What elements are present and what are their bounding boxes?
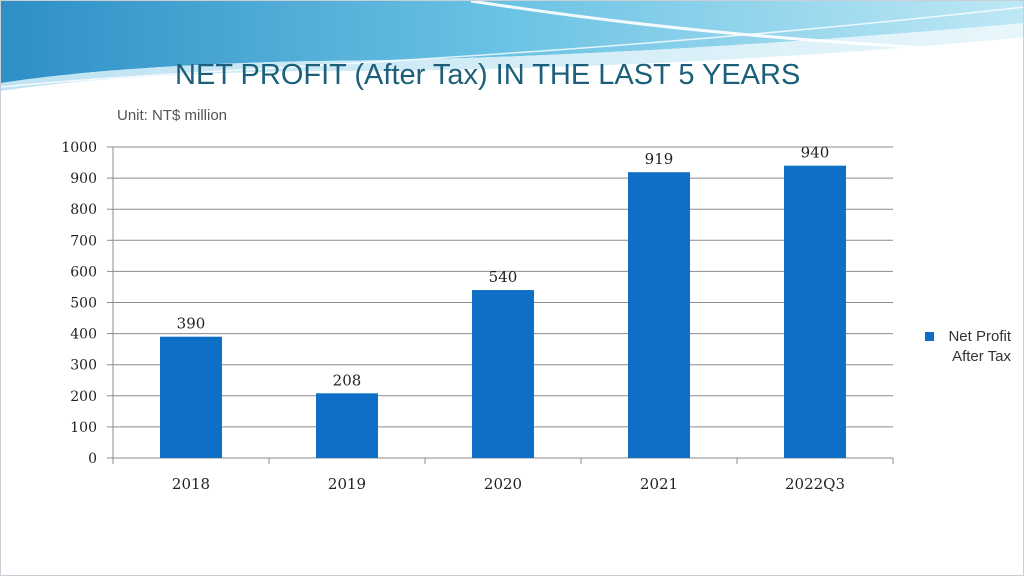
bar-chart: 0 100 200 300 400 500 600 700 800 900 1000 390 2018 2… (61, 140, 894, 493)
chart-legend: Net Profit After Tax (925, 327, 1011, 367)
category-label-2021: 2021 (640, 475, 678, 493)
y-tick-label: 900 (70, 171, 97, 187)
category-label-2020: 2020 (484, 475, 522, 493)
data-label-2020: 540 (489, 268, 518, 286)
category-label-2022Q3: 2022Q3 (785, 475, 845, 493)
bar-2018 (160, 336, 222, 458)
unit-subtitle: Unit: NT$ million (117, 107, 228, 124)
bar-2019 (316, 393, 378, 458)
y-tick-label: 200 (70, 389, 97, 405)
bar-2021 (628, 172, 690, 459)
bar-2020 (472, 290, 534, 458)
y-tick-label: 500 (70, 296, 97, 312)
legend-swatch (925, 332, 934, 341)
legend-label-line2: After Tax (952, 348, 1011, 365)
y-tick-label: 800 (70, 202, 97, 218)
data-label-2019: 208 (333, 371, 362, 389)
data-label-2022Q3: 940 (801, 144, 830, 162)
y-tick-label: 0 (88, 451, 97, 467)
bar-2022Q3 (784, 165, 846, 458)
legend-label-line1: Net Profit (948, 328, 1011, 345)
category-label-2019: 2019 (328, 475, 366, 493)
slide-title: NET PROFIT (After Tax) IN THE LAST 5 YEA… (175, 59, 801, 91)
y-tick-label: 100 (70, 420, 97, 436)
data-label-2018: 390 (177, 315, 206, 333)
category-label-2018: 2018 (172, 475, 210, 493)
legend-label: Net Profit After Tax (933, 327, 1011, 367)
y-tick-label: 1000 (61, 140, 97, 156)
y-tick-label: 700 (70, 233, 97, 249)
y-tick-label: 600 (70, 264, 97, 280)
y-tick-label: 400 (70, 327, 97, 343)
header-wave-decoration (1, 1, 1023, 91)
y-tick-label: 300 (70, 358, 97, 374)
data-label-2021: 919 (645, 150, 674, 168)
